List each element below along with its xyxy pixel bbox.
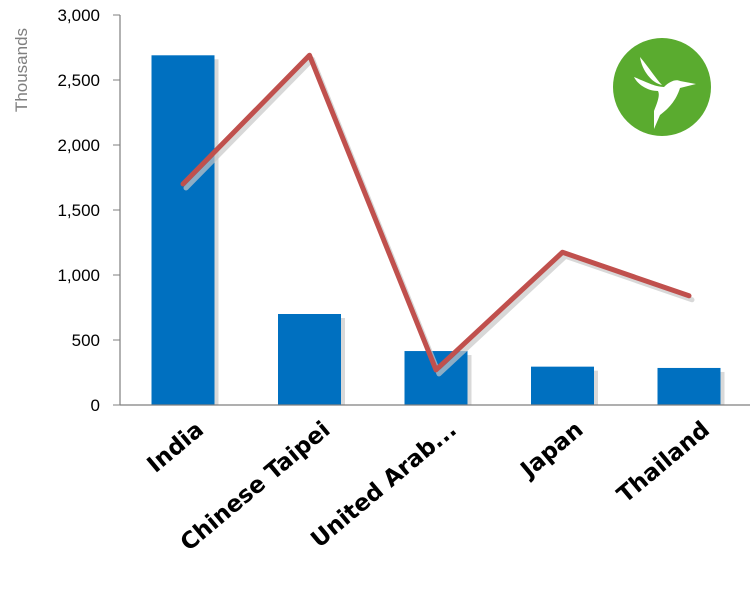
- line-series-shadow: [183, 56, 695, 377]
- bar: [531, 366, 594, 405]
- y-tick-label: 3,000: [57, 6, 100, 25]
- y-tick-label: 2,500: [57, 71, 100, 90]
- y-tick-label: 1,000: [57, 266, 100, 285]
- logo: [613, 38, 711, 136]
- bar: [657, 367, 721, 405]
- bar: [151, 55, 215, 406]
- line-series: [180, 52, 692, 373]
- y-tick-label: 0: [91, 396, 100, 415]
- hummingbird-icon: [634, 57, 696, 129]
- y-tick-label: 1,500: [57, 201, 100, 220]
- x-category-label: Thailand: [613, 417, 715, 509]
- y-axis-label: Thousands: [12, 28, 31, 112]
- x-category-label: India: [142, 417, 208, 479]
- x-category-label: Japan: [515, 417, 589, 485]
- bar: [278, 314, 341, 405]
- y-tick-label: 2,000: [57, 136, 100, 155]
- y-tick-label: 500: [72, 331, 100, 350]
